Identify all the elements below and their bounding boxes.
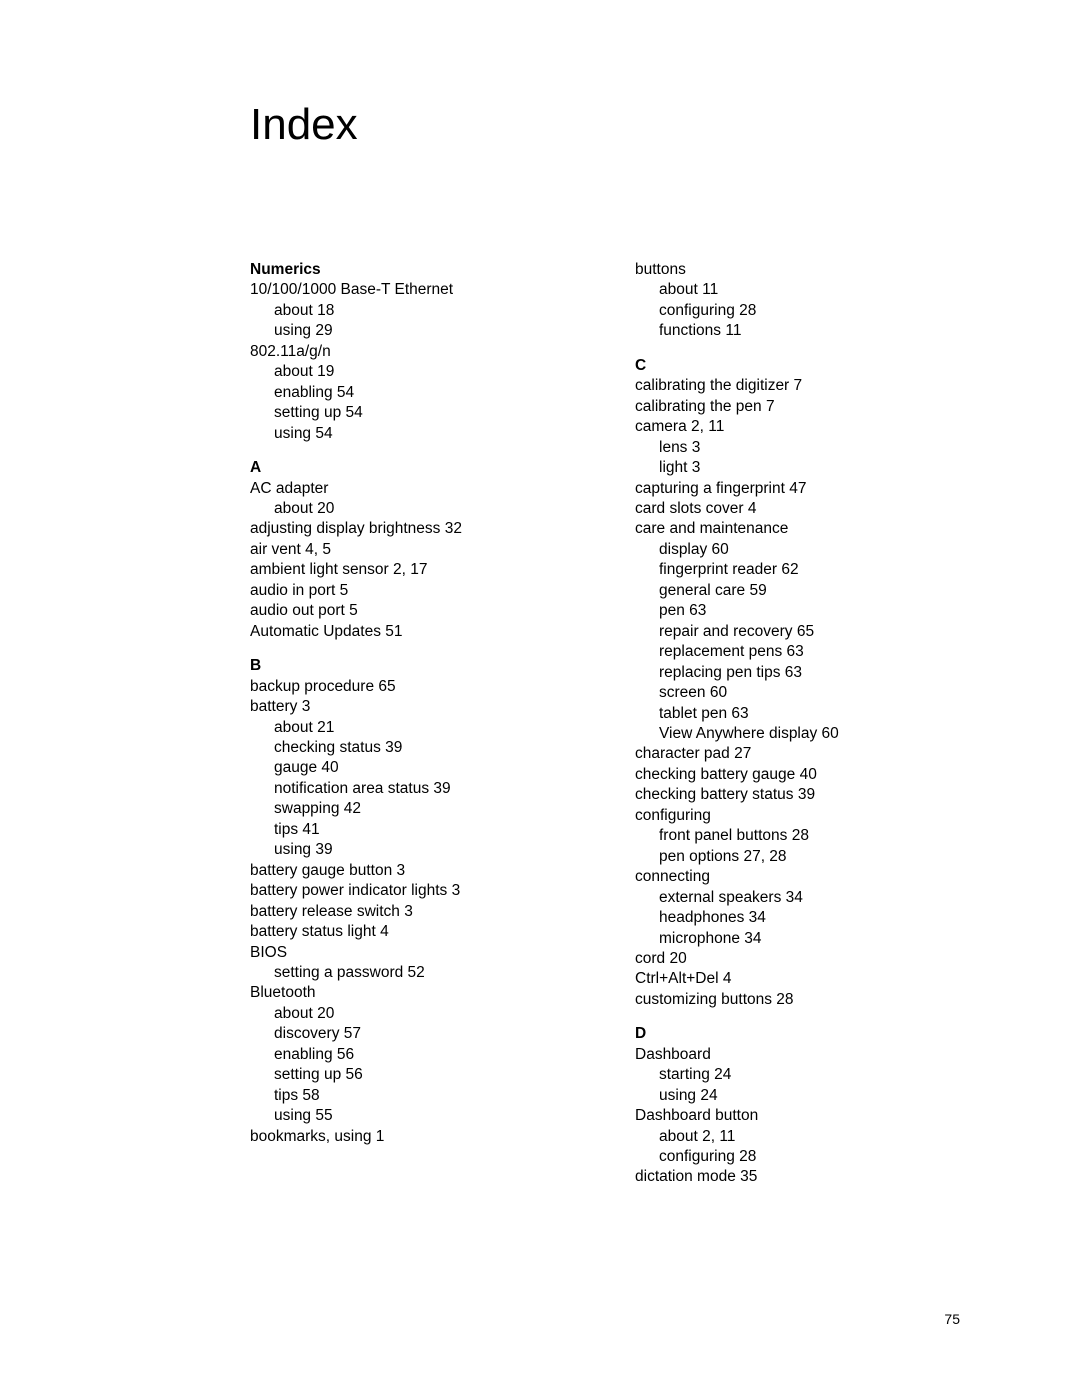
index-entry: calibrating the digitizer 7 (635, 376, 960, 396)
index-entry: enabling 56 (250, 1045, 575, 1065)
index-entry: using 24 (635, 1086, 960, 1106)
index-entry: card slots cover 4 (635, 499, 960, 519)
index-entry: configuring 28 (635, 1147, 960, 1167)
index-entry: dictation mode 35 (635, 1167, 960, 1187)
index-entry: notification area status 39 (250, 779, 575, 799)
index-entry: adjusting display brightness 32 (250, 519, 575, 539)
index-entry: battery power indicator lights 3 (250, 881, 575, 901)
index-entry: character pad 27 (635, 744, 960, 764)
section-header: Numerics (250, 260, 575, 280)
index-entry: audio out port 5 (250, 601, 575, 621)
index-entry: air vent 4, 5 (250, 540, 575, 560)
index-entry: microphone 34 (635, 929, 960, 949)
index-columns: Numerics10/100/1000 Base-T Ethernetabout… (250, 260, 960, 1188)
index-entry: setting a password 52 (250, 963, 575, 983)
section-header: D (635, 1024, 960, 1044)
index-entry: about 20 (250, 1004, 575, 1024)
index-entry: battery gauge button 3 (250, 861, 575, 881)
index-entry: about 18 (250, 301, 575, 321)
index-entry: camera 2, 11 (635, 417, 960, 437)
index-entry: AC adapter (250, 479, 575, 499)
section-header: B (250, 656, 575, 676)
index-entry: ambient light sensor 2, 17 (250, 560, 575, 580)
index-entry: checking battery status 39 (635, 785, 960, 805)
index-entry: 10/100/1000 Base-T Ethernet (250, 280, 575, 300)
index-entry: pen options 27, 28 (635, 847, 960, 867)
index-entry: capturing a fingerprint 47 (635, 479, 960, 499)
index-entry: external speakers 34 (635, 888, 960, 908)
index-entry: Dashboard (635, 1045, 960, 1065)
index-entry: configuring (635, 806, 960, 826)
section-header: A (250, 458, 575, 478)
index-entry: discovery 57 (250, 1024, 575, 1044)
index-entry: using 39 (250, 840, 575, 860)
index-entry: front panel buttons 28 (635, 826, 960, 846)
index-entry: battery release switch 3 (250, 902, 575, 922)
index-entry: battery status light 4 (250, 922, 575, 942)
index-entry: light 3 (635, 458, 960, 478)
index-entry: lens 3 (635, 438, 960, 458)
index-entry: swapping 42 (250, 799, 575, 819)
section-header: C (635, 356, 960, 376)
index-entry: audio in port 5 (250, 581, 575, 601)
index-entry: tips 41 (250, 820, 575, 840)
index-entry: repair and recovery 65 (635, 622, 960, 642)
index-entry: functions 11 (635, 321, 960, 341)
index-entry: 802.11a/g/n (250, 342, 575, 362)
index-entry: calibrating the pen 7 (635, 397, 960, 417)
index-entry: Automatic Updates 51 (250, 622, 575, 642)
index-entry: care and maintenance (635, 519, 960, 539)
index-entry: replacement pens 63 (635, 642, 960, 662)
index-entry: checking battery gauge 40 (635, 765, 960, 785)
page-title: Index (250, 100, 960, 150)
index-entry: battery 3 (250, 697, 575, 717)
index-entry: about 20 (250, 499, 575, 519)
index-entry: Dashboard button (635, 1106, 960, 1126)
index-entry: bookmarks, using 1 (250, 1127, 575, 1147)
index-entry: about 21 (250, 718, 575, 738)
index-page: Index Numerics10/100/1000 Base-T Etherne… (0, 0, 1080, 1397)
left-column: Numerics10/100/1000 Base-T Ethernetabout… (250, 260, 575, 1188)
index-entry: starting 24 (635, 1065, 960, 1085)
index-entry: gauge 40 (250, 758, 575, 778)
index-entry: pen 63 (635, 601, 960, 621)
index-entry: cord 20 (635, 949, 960, 969)
index-entry: using 55 (250, 1106, 575, 1126)
index-entry: configuring 28 (635, 301, 960, 321)
index-entry: using 29 (250, 321, 575, 341)
index-entry: connecting (635, 867, 960, 887)
index-entry: setting up 54 (250, 403, 575, 423)
index-entry: Ctrl+Alt+Del 4 (635, 969, 960, 989)
index-entry: View Anywhere display 60 (635, 724, 960, 744)
index-entry: using 54 (250, 424, 575, 444)
index-entry: buttons (635, 260, 960, 280)
index-entry: replacing pen tips 63 (635, 663, 960, 683)
index-entry: setting up 56 (250, 1065, 575, 1085)
index-entry: BIOS (250, 943, 575, 963)
index-entry: general care 59 (635, 581, 960, 601)
index-entry: fingerprint reader 62 (635, 560, 960, 580)
index-entry: headphones 34 (635, 908, 960, 928)
index-entry: backup procedure 65 (250, 677, 575, 697)
index-entry: screen 60 (635, 683, 960, 703)
index-entry: enabling 54 (250, 383, 575, 403)
index-entry: Bluetooth (250, 983, 575, 1003)
right-column: buttonsabout 11configuring 28functions 1… (635, 260, 960, 1188)
index-entry: about 19 (250, 362, 575, 382)
index-entry: tips 58 (250, 1086, 575, 1106)
index-entry: customizing buttons 28 (635, 990, 960, 1010)
index-entry: tablet pen 63 (635, 704, 960, 724)
index-entry: about 11 (635, 280, 960, 300)
index-entry: about 2, 11 (635, 1127, 960, 1147)
page-number: 75 (944, 1311, 960, 1327)
index-entry: checking status 39 (250, 738, 575, 758)
index-entry: display 60 (635, 540, 960, 560)
